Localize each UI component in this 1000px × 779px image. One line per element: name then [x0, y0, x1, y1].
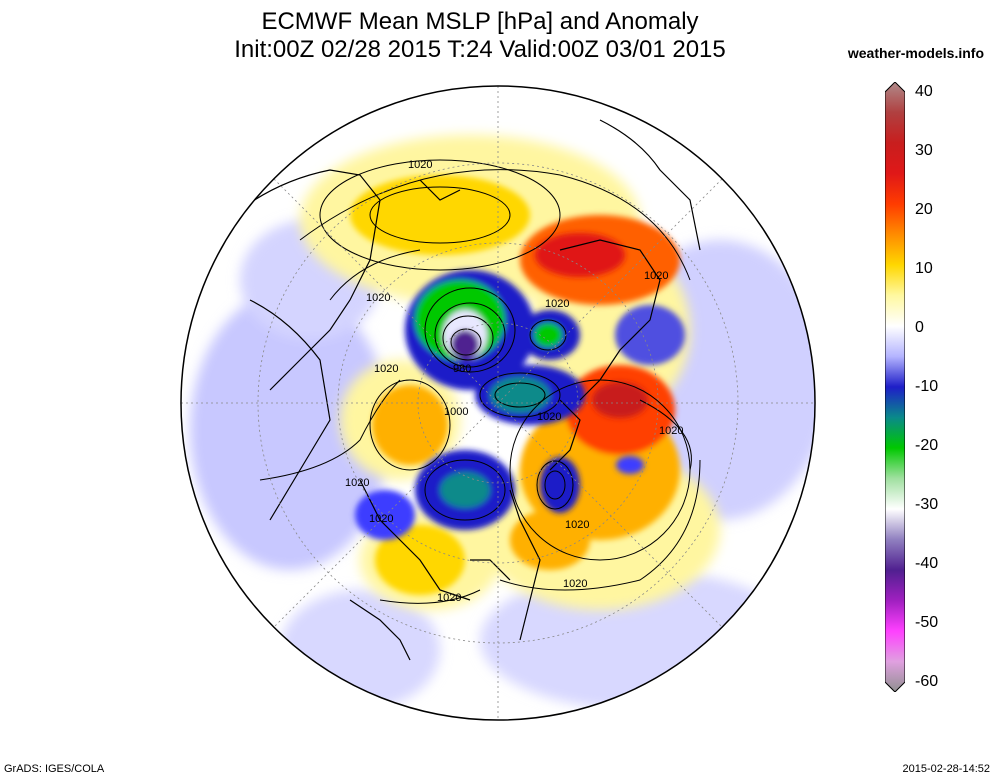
- colorbar-tick-label: -10: [915, 378, 939, 395]
- isobar-label: 980: [453, 363, 471, 375]
- colorbar-tick-label: -40: [915, 555, 939, 572]
- isobar-label: 1020: [537, 411, 561, 423]
- isobar-label: 1000: [444, 406, 468, 418]
- colorbar-tick-label: 20: [915, 201, 933, 218]
- colorbar-tick-label: 0: [915, 319, 924, 336]
- map-border: [180, 85, 816, 721]
- colorbar: [885, 82, 905, 692]
- isobar-label: 1020: [644, 270, 668, 282]
- coastlines: [239, 119, 701, 661]
- timestamp: 2015-02-28-14:52: [902, 763, 990, 775]
- isobar-label: 1020: [659, 425, 683, 437]
- isobar-label: 1020: [366, 292, 390, 304]
- isobars: [259, 159, 701, 604]
- site-name: weather-models.info: [847, 45, 984, 61]
- colorbar-tick-label: -20: [915, 437, 939, 454]
- colorbar-tick-label: -50: [915, 614, 939, 631]
- isobar-label: 1020: [374, 363, 398, 375]
- colorbar-tick-label: 30: [915, 142, 933, 159]
- isobar-label: 1020: [437, 592, 461, 604]
- map-subtitle: Init:00Z 02/28 2015 T:24 Valid:00Z 03/01…: [234, 36, 726, 63]
- credit-text: GrADS: IGES/COLA: [4, 763, 105, 775]
- colorbar-ramp: [885, 82, 905, 692]
- colorbar-tick-label: 40: [915, 83, 933, 100]
- isobar-labels: 1020 1020 1020 1020 1020 980 1000 1020 1…: [345, 159, 683, 604]
- graticule: [181, 86, 815, 720]
- map-title: ECMWF Mean MSLP [hPa] and Anomaly: [261, 8, 699, 35]
- isobar-label: 1020: [545, 298, 569, 310]
- isobar-label: 1020: [408, 159, 432, 171]
- isobar-label: 1020: [565, 519, 589, 531]
- isobar-label: 1020: [563, 578, 587, 590]
- colorbar-tick-label: 10: [915, 260, 933, 277]
- negative-anomaly-strong: [355, 270, 685, 540]
- positive-anomaly-max: [535, 233, 648, 418]
- colorbar-tick-label: -60: [915, 673, 939, 690]
- colorbar-tick-label: -30: [915, 496, 939, 513]
- isobar-label: 1020: [345, 477, 369, 489]
- isobar-label: 1020: [369, 513, 393, 525]
